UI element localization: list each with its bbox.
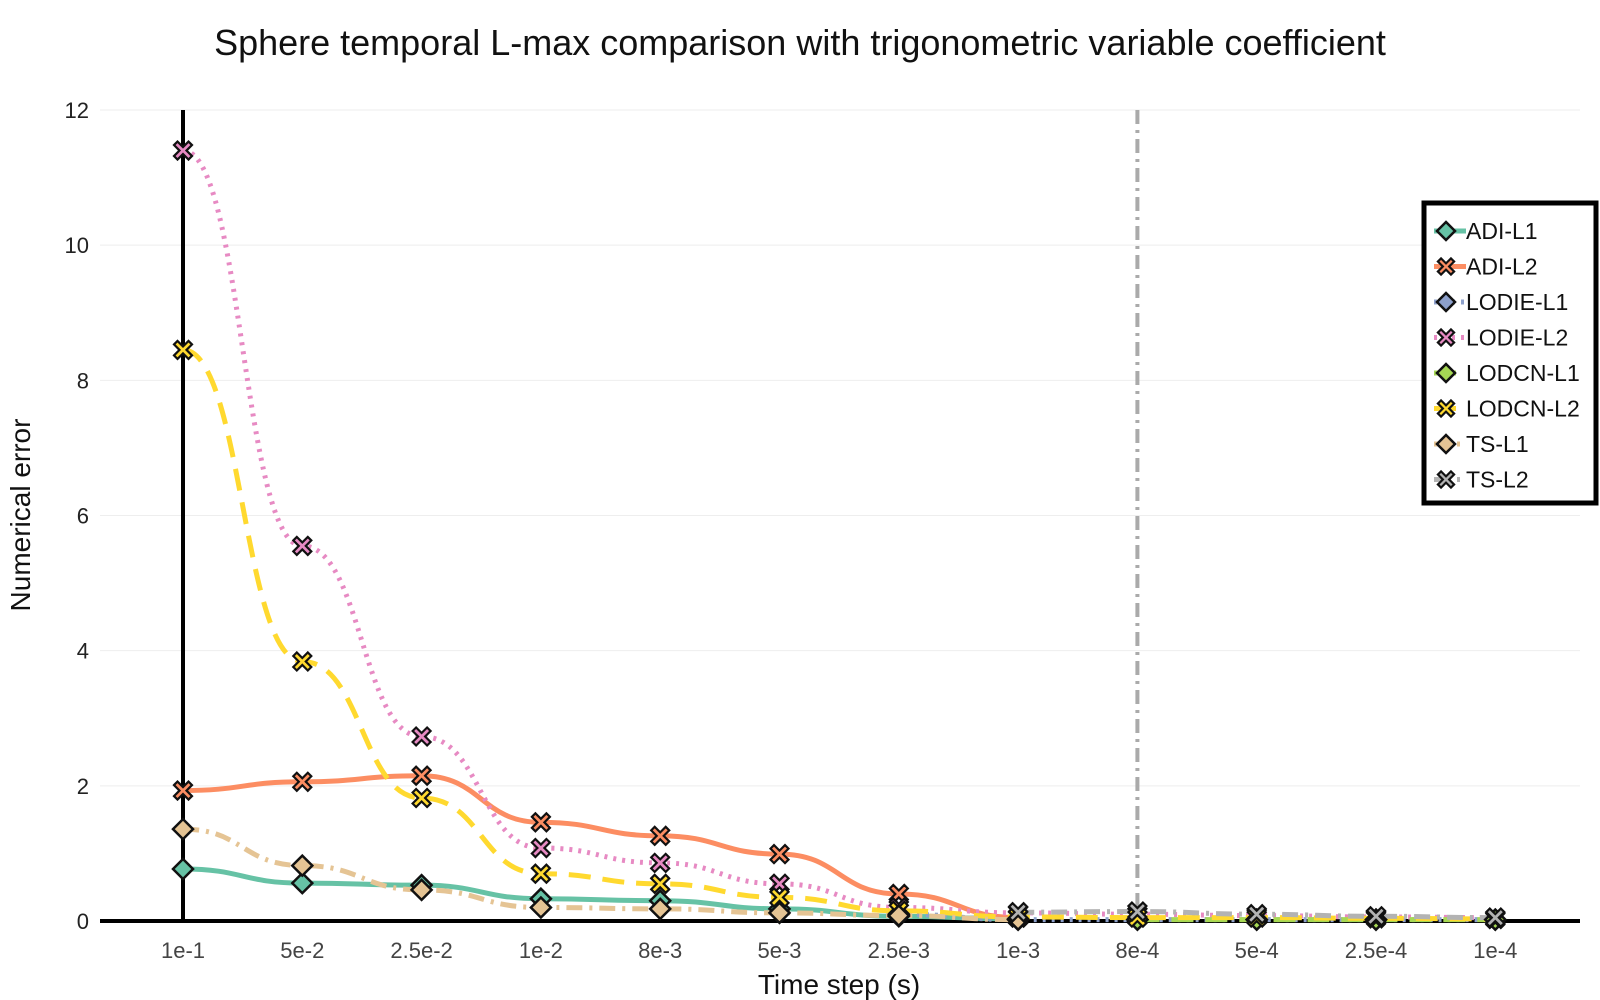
x-tick-label: 2.5e-3 [868, 938, 930, 963]
data-point-adi-l2 [291, 771, 313, 793]
data-point-ts-l2 [1007, 901, 1029, 923]
legend-marker [1435, 362, 1457, 384]
legend-entry-lodcn-l2: LODCN-L2 [1466, 396, 1580, 422]
series-line-lodcn-l2 [182, 347, 1496, 922]
y-tick-label: 2 [77, 774, 89, 799]
x-tick-label: 1e-3 [996, 938, 1040, 963]
data-point-adi-l2 [411, 765, 433, 787]
tick-labels: 0 2 4 6 8 10 12 1e-1 5e-2 2.5e-2 1e-2 8e-3 5e-3 2.5e-… [65, 98, 1518, 963]
legend-marker [1436, 327, 1456, 348]
data-point-adi-l2 [172, 780, 194, 802]
x-axis-label: Time step (s) [758, 969, 920, 1000]
data-point-lodie-l2 [172, 139, 194, 162]
data-point-adi-l1 [171, 857, 195, 881]
data-point-ts-l1 [648, 897, 672, 921]
y-tick-label: 4 [77, 639, 89, 664]
data-point-ts-l2 [1126, 900, 1148, 923]
x-tick-label: 8e-3 [638, 938, 682, 963]
legend-entry-adi-l1: ADI-L1 [1466, 218, 1538, 244]
legend-entry-ts-l1: TS-L1 [1466, 431, 1529, 457]
x-tick-label: 5e-4 [1235, 938, 1279, 963]
legend-entry-adi-l2: ADI-L2 [1466, 254, 1538, 280]
data-point-ts-l1 [290, 853, 315, 878]
y-axis-label: Numerical error [5, 419, 36, 612]
data-point-ts-l2 [1246, 903, 1268, 925]
data-point-adi-l2 [530, 811, 552, 833]
legend-box [1421, 200, 1599, 506]
data-point-adi-l2 [768, 843, 791, 865]
grid-lines [100, 109, 1580, 787]
legend-marker [1436, 398, 1456, 419]
y-tick-label: 0 [77, 909, 89, 934]
data-point-adi-l2 [649, 825, 671, 847]
legend-marker [1435, 220, 1457, 242]
legend-entry-lodie-l1: LODIE-L1 [1466, 289, 1568, 315]
data-point-lodie-l2 [530, 837, 552, 859]
series-line-lodie-l2 [182, 148, 1496, 921]
legend-entry-lodcn-l1: LODCN-L1 [1466, 360, 1580, 386]
data-point-lodcn-l2 [530, 863, 552, 885]
legend-marker [1436, 256, 1456, 277]
x-tick-label: 2.5e-2 [390, 938, 452, 963]
data-point-lodcn-l2 [649, 873, 671, 895]
x-tick-label: 5e-2 [280, 938, 324, 963]
data-point-ts-l1 [887, 903, 911, 928]
data-point-ts-l2 [1365, 905, 1387, 927]
data-point-ts-l1 [767, 901, 792, 925]
legend-entry-lodie-l2: LODIE-L2 [1466, 325, 1568, 351]
data-point-lodcn-l2 [411, 787, 433, 809]
data-point-lodie-l2 [649, 852, 671, 874]
data-point-lodie-l2 [411, 725, 433, 748]
legend-marker [1436, 469, 1456, 490]
data-point-lodie-l2 [291, 535, 313, 557]
legend-marker [1435, 291, 1457, 313]
y-tick-label: 10 [65, 233, 89, 258]
x-tick-label: 2.5e-4 [1345, 938, 1407, 963]
data-point-ts-l1 [409, 878, 434, 902]
data-point-ts-l1 [529, 895, 553, 920]
y-tick-label: 12 [65, 98, 89, 123]
series-lines [171, 139, 1508, 932]
x-tick-label: 1e-1 [161, 938, 205, 963]
legend-entry-ts-l2: TS-L2 [1466, 467, 1529, 493]
x-tick-label: 1e-4 [1473, 938, 1517, 963]
data-point-lodcn-l2 [172, 339, 194, 361]
data-point-ts-l2 [1484, 907, 1506, 929]
y-tick-label: 8 [77, 368, 89, 393]
series-line-adi-l2 [182, 773, 1019, 921]
legend-marker [1435, 433, 1457, 455]
data-point-ts-l1 [171, 817, 195, 841]
x-tick-label: 5e-3 [757, 938, 801, 963]
chart-title: Sphere temporal L-max comparison with tr… [214, 22, 1386, 63]
x-tick-label: 8e-4 [1115, 938, 1159, 963]
legend: ADI-L1 ADI-L2 LODIE-L1 LODIE-L2 LODCN-L1 LODC… [1421, 200, 1599, 506]
x-tick-label: 1e-2 [519, 938, 563, 963]
data-point-lodcn-l2 [768, 886, 791, 908]
series-line-adi-l1 [182, 866, 1019, 922]
data-point-lodcn-l2 [291, 650, 313, 673]
data-point-adi-l1 [290, 871, 315, 895]
y-tick-label: 6 [77, 504, 89, 529]
